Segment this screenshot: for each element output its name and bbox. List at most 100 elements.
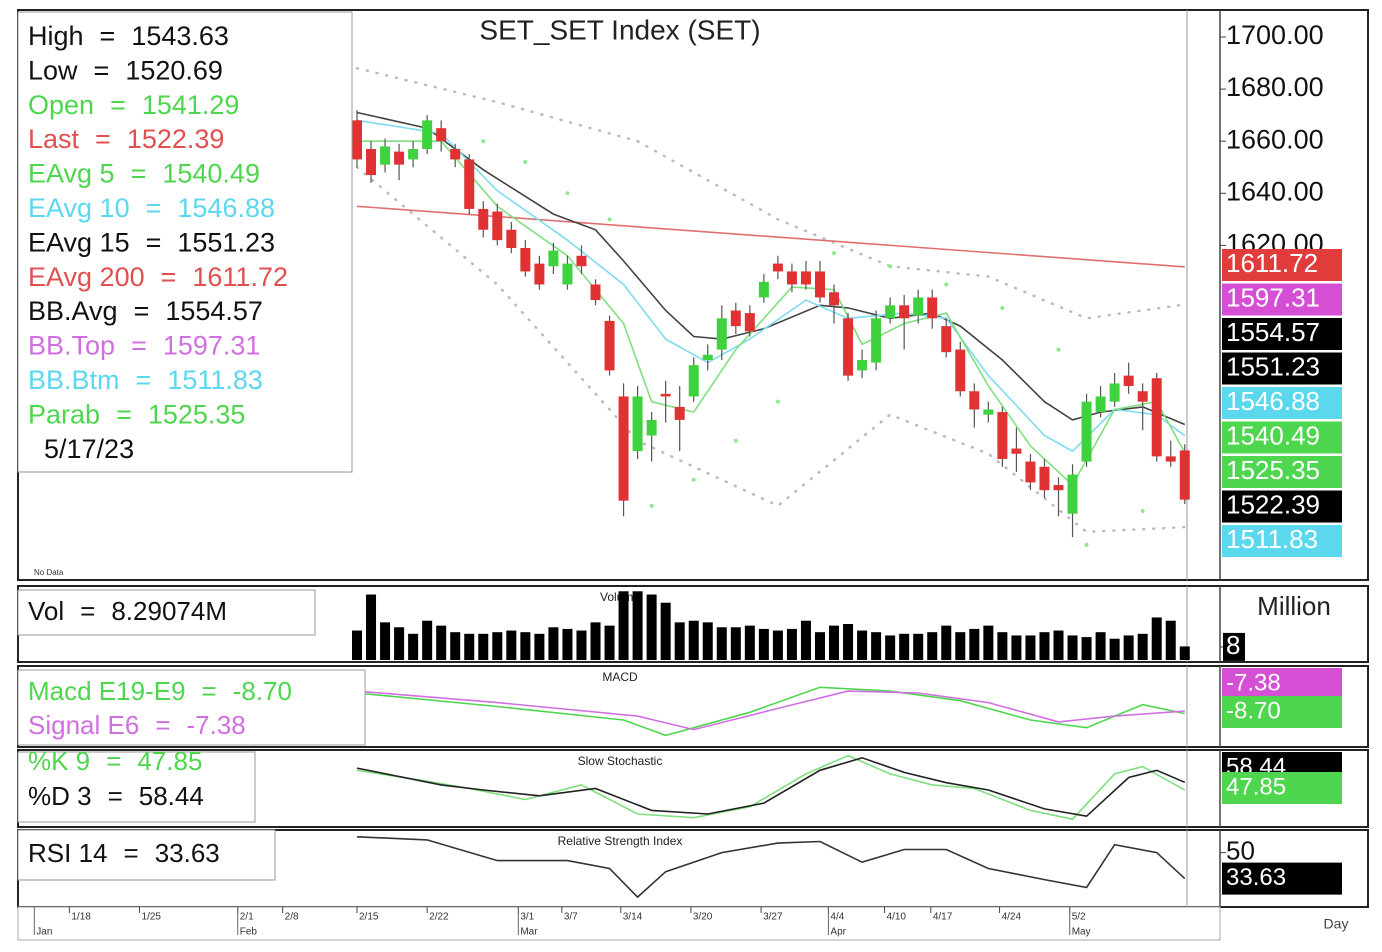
candle-body [997,412,1008,459]
candle-body [408,149,419,160]
info-line: BB.Top = 1597.31 [28,331,260,361]
value-tag: -7.38 [1222,668,1342,700]
info-box [17,589,316,636]
volume-bar [408,633,419,660]
parabolic-dot [1000,305,1005,310]
info-eq: = [131,159,147,189]
candle-body [772,263,783,272]
parabolic-dot [481,139,486,144]
x-tick-label: 3/7 [564,912,578,923]
info-value: 1511.83 [167,365,263,395]
volume-bar [562,628,573,660]
candle-body [1025,461,1036,483]
candle-body [576,255,587,267]
line [355,67,1187,320]
info-line: RSI 14 = 33.63 [28,838,220,868]
info-label: EAvg 10 [28,193,130,223]
tag-label: 1540.49 [1226,420,1320,450]
month-label: Jan [36,927,52,938]
candle-body [1109,383,1120,402]
info-value: 1546.88 [177,193,275,223]
info-value: 58.44 [139,781,204,811]
tick-box [1223,632,1245,661]
month-label: May [1072,927,1091,938]
candle-body [758,281,769,298]
tag-label: 1611.72 [1226,248,1318,278]
volume-bar [772,630,783,660]
line [356,690,1185,731]
info-line: High = 1543.63 [28,21,229,51]
candle-body [366,149,377,176]
volume-bar [464,633,475,660]
y-tick-label: 50 [1226,836,1255,866]
volume-bar [730,627,741,660]
line [356,119,1186,453]
info-line: %K 9 = 47.85 [28,746,202,776]
parabolic-dot [649,503,654,508]
candle-body [1011,448,1022,454]
candle-body [913,297,924,316]
volume-bar [380,622,391,660]
volume-bar [786,628,797,660]
candle-body [464,159,475,209]
candle-body [534,263,545,285]
month-label: Mar [520,927,538,938]
line [356,756,1186,818]
candle-body [941,326,952,353]
panel-title: SET_SET Index (SET) [479,14,760,45]
info-label: BB.Btm [28,365,120,395]
volume-bar [814,632,825,660]
candle-body [380,146,391,165]
candle-body [1095,396,1106,413]
info-value: 1520.69 [125,56,223,86]
value-tag: 1611.72 [1222,248,1342,281]
x-tick-label: 5/2 [1072,912,1086,923]
volume-bar [829,625,840,660]
tag-label: 33.63 [1226,864,1286,891]
candle-body [660,393,671,397]
info-label: Macd E19-E9 [28,676,186,706]
info-eq: = [106,746,121,776]
line [355,165,1187,534]
x-tick-label: 1/25 [142,912,162,923]
tag-box [1222,668,1342,700]
unit-label: Million [1257,591,1331,621]
volume-bar [450,632,461,660]
tag-label: 1522.39 [1226,489,1320,519]
info-value: -7.38 [187,710,246,740]
info-label: RSI 14 [28,838,108,868]
y-tick-label: 1660.00 [1226,124,1324,154]
value-tag: 47.85 [1222,772,1342,804]
info-date: 5/17/23 [44,434,134,464]
info-line: Parab = 1525.35 [28,400,245,430]
info-line: %D 3 = 58.44 [28,781,204,811]
candle-body [1081,401,1092,462]
candle-body [730,310,741,327]
info-eq: = [146,193,162,223]
info-value: 1543.63 [131,21,229,51]
candle-body [927,297,938,319]
candle-body [1039,466,1050,491]
volume-bar [913,633,924,660]
info-eq: = [134,296,150,326]
info-eq: = [94,56,110,86]
info-eq: = [146,228,162,258]
volume-bar [590,622,601,660]
line [356,686,1185,737]
parabolic-dot [944,282,949,287]
date-axis-frame [17,906,1221,941]
x-tick-label: 4/10 [887,912,907,923]
volume-bar [422,620,433,660]
tag-box [1222,352,1342,385]
info-label: Vol [28,596,64,626]
volume-bar [997,632,1008,660]
candle-body [590,284,601,301]
candle-body [800,271,811,285]
x-tick-label: 2/15 [359,912,379,923]
info-eq: = [131,331,147,361]
panel-title: Slow Stochastic [578,754,663,768]
candle-body [702,354,713,360]
parabolic-dot [775,399,780,404]
value-tag: 33.63 [1222,862,1342,895]
